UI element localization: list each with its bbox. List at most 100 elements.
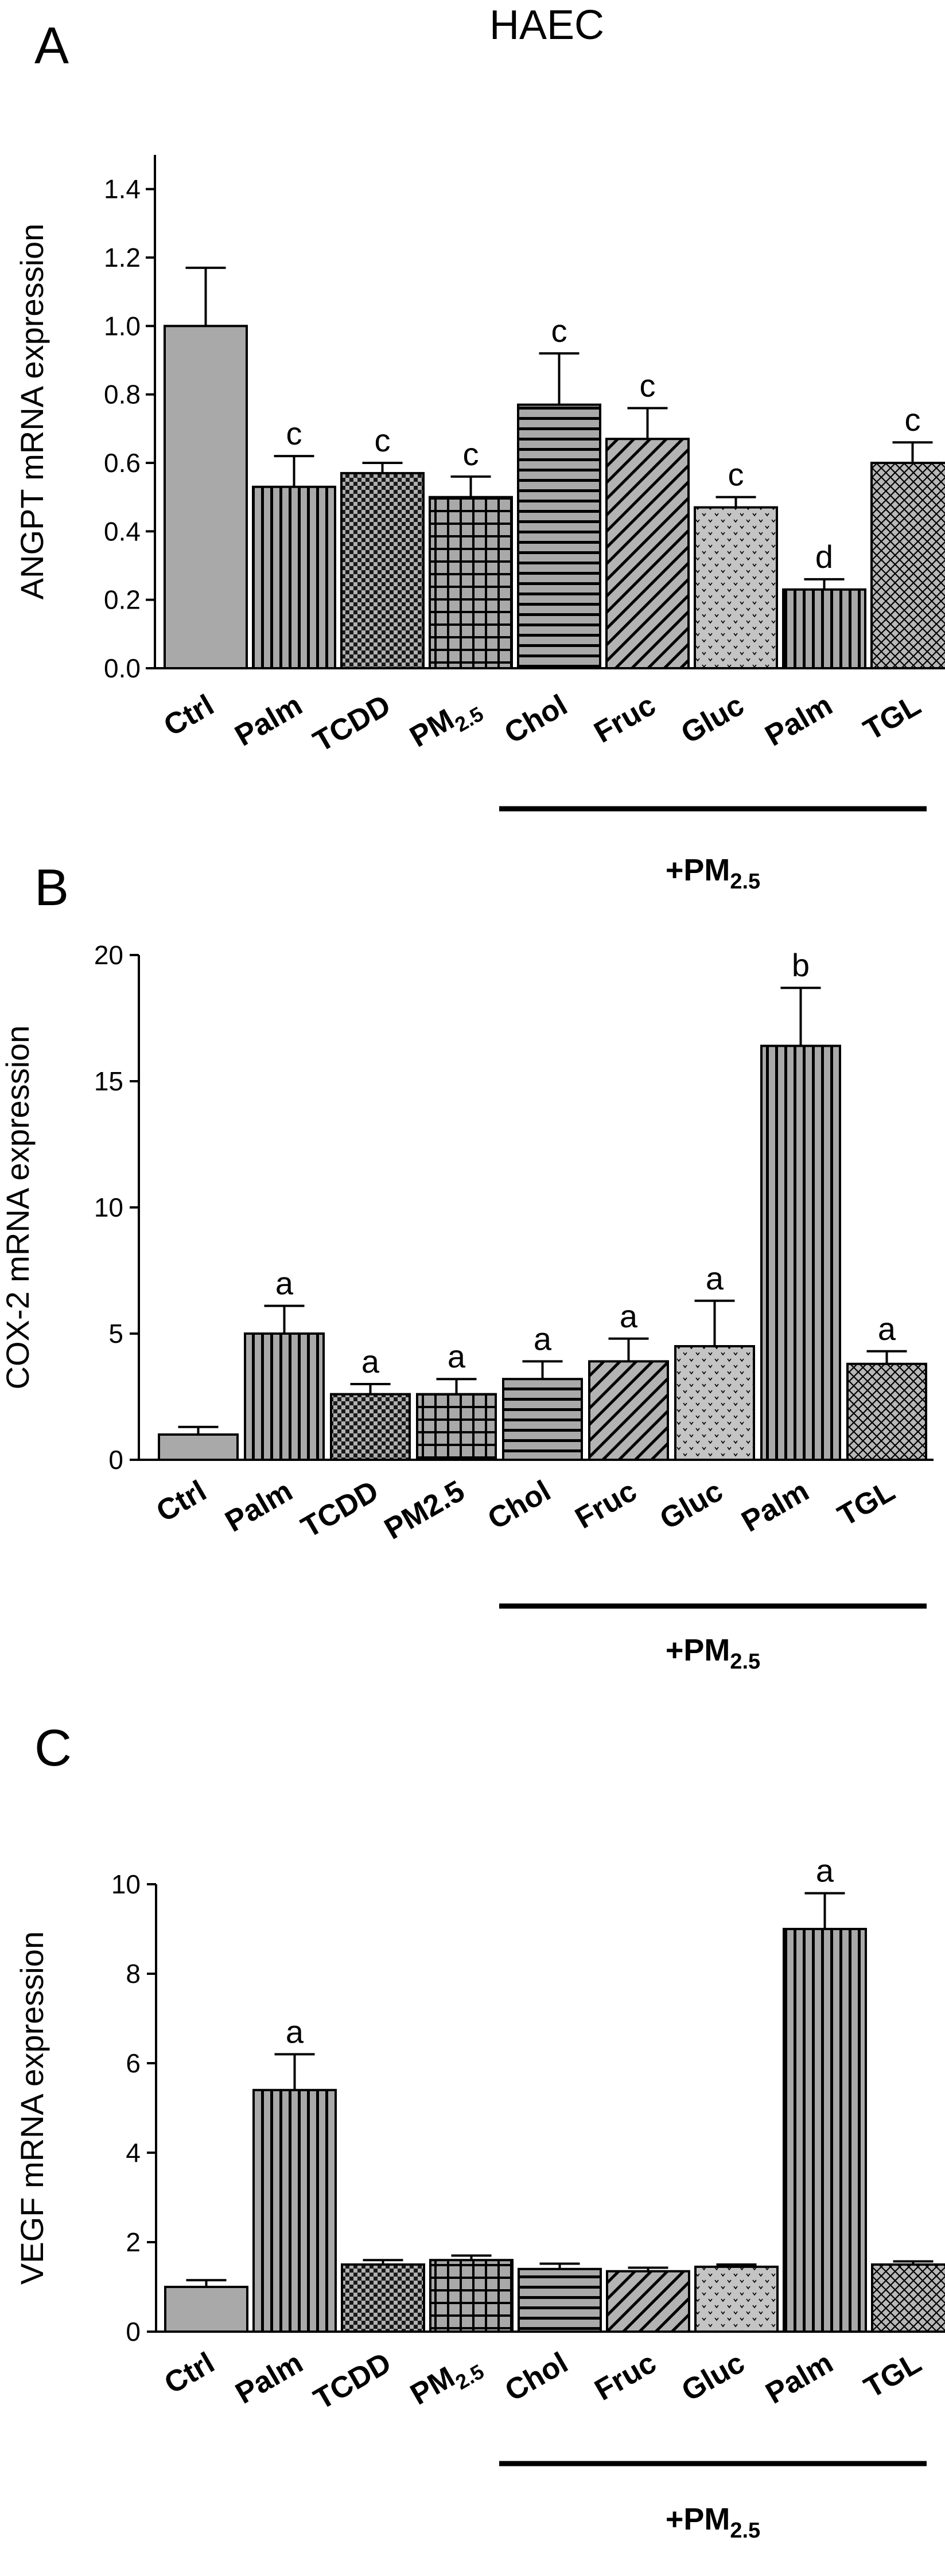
category-label: TGL (858, 688, 926, 747)
bar (164, 2286, 248, 2333)
category-label: Chol (499, 688, 573, 750)
y-tick-label: 8 (126, 1959, 141, 1989)
bar (518, 2267, 602, 2333)
category-label: Ctrl (151, 1474, 212, 1529)
bar (340, 471, 425, 670)
y-axis-label: ANGPT mRNA expression (14, 224, 50, 600)
significance-label: a (275, 1265, 294, 1301)
panel-b: B COX-2 mRNA expression 0 5 10 15 20 Ctrl a Palm a… (0, 859, 934, 1674)
bar (760, 1045, 841, 1461)
y-axis-label: COX-2 mRNA expression (0, 1026, 36, 1390)
significance-label: a (878, 1311, 896, 1347)
significance-label: c (728, 457, 744, 493)
y-tick-label: 0.6 (104, 448, 141, 478)
panel-label: A (34, 17, 69, 75)
category-label: TCDD (308, 688, 396, 758)
category-label: TCDD (308, 2346, 396, 2416)
significance-label: c (551, 313, 567, 349)
bar (244, 1332, 325, 1461)
category-label: Gluc (676, 2346, 750, 2408)
category-label: Ctrl (158, 688, 220, 743)
panel-label: C (34, 1720, 72, 1777)
bar (870, 462, 945, 669)
significance-label: a (361, 1343, 380, 1379)
category-label: Palm (230, 2346, 309, 2410)
category-label: PM2.5 (379, 1474, 470, 1546)
significance-label: a (534, 1320, 552, 1357)
category-label: TGL (832, 1474, 900, 1533)
bar (846, 1362, 927, 1462)
significance-label: a (706, 1260, 724, 1296)
y-tick-label: 0 (126, 2317, 141, 2347)
category-label: TGL (858, 2346, 927, 2404)
category-label: Palm (230, 688, 308, 753)
y-tick-label: 1.0 (104, 311, 141, 341)
y-tick-label: 1.2 (104, 243, 141, 272)
bar (588, 1360, 669, 1461)
significance-label: c (463, 436, 479, 472)
figure-title: HAEC (489, 2, 604, 48)
bar (605, 438, 690, 669)
category-label: Palm (736, 1474, 815, 1538)
significance-label: a (620, 1298, 638, 1334)
bar (606, 2270, 690, 2333)
significance-label: d (815, 539, 833, 575)
bar (694, 2265, 779, 2333)
bar (517, 403, 601, 669)
group-label: +PM2.5 (666, 853, 760, 894)
category-label: TCDD (295, 1474, 384, 1544)
bar (694, 506, 778, 669)
significance-label: c (286, 415, 302, 451)
y-tick-label: 4 (126, 2138, 141, 2168)
category-label: Palm (760, 2346, 839, 2410)
category-label: Gluc (675, 688, 749, 750)
bar (782, 588, 866, 670)
significance-label: a (448, 1338, 466, 1374)
category-label: PM2.5 (405, 688, 488, 759)
significance-label: a (286, 2013, 304, 2049)
group-label: +PM2.5 (666, 2502, 760, 2543)
y-tick-label: 2 (126, 2227, 141, 2257)
bar (783, 1928, 867, 2333)
y-axis-label: VEGF mRNA expression (14, 1931, 50, 2285)
significance-label: a (816, 1853, 834, 1889)
y-tick-label: 10 (94, 1192, 123, 1222)
significance-label: b (792, 947, 810, 983)
significance-label: c (905, 402, 921, 438)
category-label: Chol (499, 2346, 573, 2408)
bar (252, 2088, 337, 2333)
y-tick-label: 0.8 (104, 380, 141, 410)
category-label: Fruc (570, 1474, 643, 1536)
y-tick-label: 20 (94, 940, 123, 970)
y-tick-label: 15 (94, 1066, 123, 1096)
bar (330, 1393, 411, 1462)
bar (341, 2263, 425, 2333)
bar (429, 2259, 514, 2333)
panel-label: B (34, 859, 69, 917)
bar (674, 1345, 755, 1461)
category-label: Fruc (589, 688, 662, 750)
group-label: +PM2.5 (666, 1633, 760, 1674)
y-tick-label: 5 (108, 1319, 123, 1349)
y-tick-label: 1.4 (104, 174, 141, 204)
category-label: Palm (220, 1474, 298, 1538)
category-label: Palm (760, 688, 838, 753)
significance-label: c (375, 422, 391, 458)
bar (429, 496, 513, 670)
bar (416, 1393, 497, 1462)
y-tick-label: 0.0 (104, 653, 141, 683)
category-label: Gluc (654, 1474, 728, 1536)
significance-label: c (640, 368, 656, 404)
bar (158, 1433, 239, 1461)
y-tick-label: 0 (108, 1445, 123, 1475)
panel-a: A ANGPT mRNA expression 0.0 0.2 0.4 0.6 0.8 1.0… (14, 17, 945, 894)
category-label: PM2.5 (405, 2346, 488, 2417)
bar (252, 485, 336, 669)
category-label: Fruc (589, 2346, 662, 2407)
y-tick-label: 0.2 (104, 585, 141, 615)
category-label: Chol (482, 1474, 556, 1536)
y-tick-label: 6 (126, 2048, 141, 2078)
y-tick-label: 10 (111, 1869, 141, 1899)
